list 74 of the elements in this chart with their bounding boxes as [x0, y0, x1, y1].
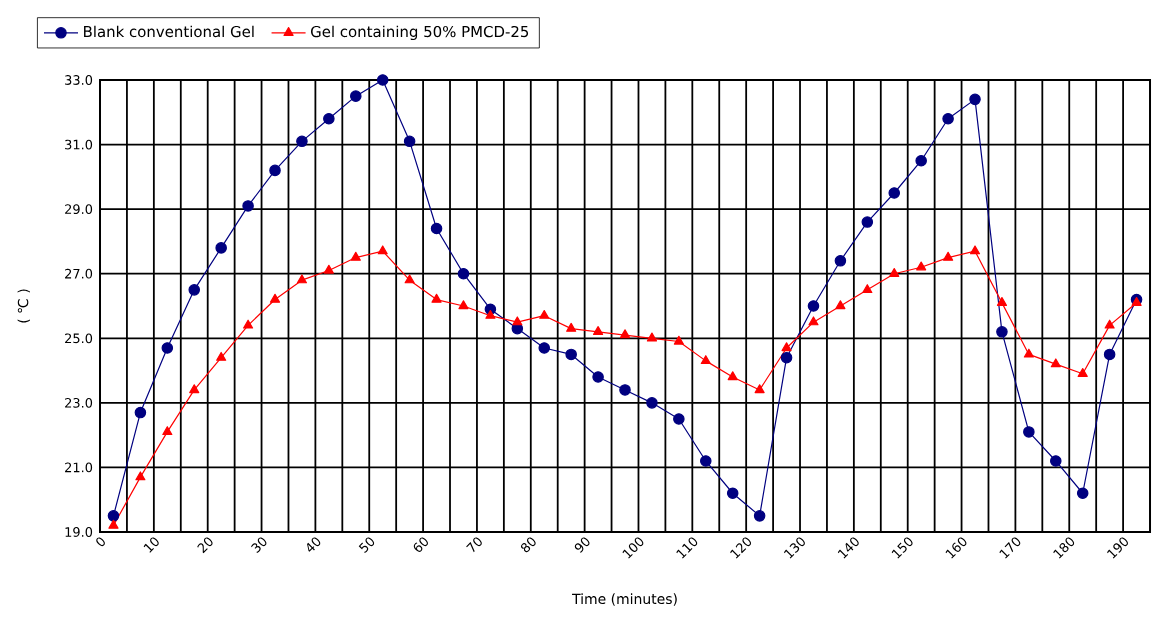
point [188, 284, 201, 296]
point [404, 274, 415, 284]
point [1050, 455, 1062, 467]
point [458, 300, 469, 310]
point [619, 384, 631, 396]
point [646, 397, 658, 409]
point [808, 316, 819, 326]
point [350, 90, 362, 102]
point [539, 309, 550, 319]
point [403, 135, 416, 148]
point [916, 261, 927, 271]
point [323, 112, 335, 125]
point [1077, 368, 1088, 377]
point [754, 384, 765, 394]
point [673, 413, 685, 425]
point [108, 519, 119, 529]
point [162, 426, 173, 436]
point [1103, 348, 1116, 361]
point [269, 293, 281, 303]
point [457, 267, 470, 280]
point [726, 487, 739, 500]
point [780, 351, 793, 364]
point [673, 335, 684, 345]
point [834, 255, 847, 267]
point [135, 471, 146, 481]
point [727, 371, 738, 381]
point [431, 293, 442, 303]
point [1050, 358, 1061, 368]
point [1104, 319, 1115, 329]
point [753, 510, 766, 522]
point [619, 329, 631, 339]
point [134, 406, 147, 419]
point [646, 332, 658, 342]
point [538, 342, 551, 354]
point [700, 455, 712, 467]
point [215, 242, 227, 254]
point [243, 319, 254, 329]
point [889, 267, 900, 277]
point [915, 154, 927, 167]
point [323, 264, 334, 274]
point [189, 384, 200, 394]
point [376, 74, 389, 86]
point [996, 326, 1008, 338]
point [1023, 348, 1034, 358]
point [350, 251, 361, 261]
point [430, 222, 443, 235]
point [296, 135, 308, 148]
point [512, 316, 523, 326]
point [377, 245, 388, 255]
point [107, 510, 120, 522]
point [565, 348, 577, 361]
point [969, 93, 981, 106]
point [807, 300, 820, 312]
point [1076, 487, 1089, 500]
point [1023, 426, 1035, 438]
point [566, 322, 577, 332]
point [485, 309, 496, 319]
point [242, 200, 254, 212]
point [888, 187, 901, 199]
point [996, 296, 1008, 306]
point [700, 355, 711, 365]
point [161, 342, 174, 354]
point [943, 251, 954, 261]
point [942, 112, 954, 125]
point [296, 274, 308, 284]
point [269, 164, 281, 177]
point [593, 326, 604, 336]
point [216, 351, 227, 361]
point [592, 371, 604, 383]
point [969, 245, 981, 255]
point [861, 216, 874, 228]
point [781, 342, 792, 352]
point [835, 300, 846, 310]
point [862, 284, 873, 294]
